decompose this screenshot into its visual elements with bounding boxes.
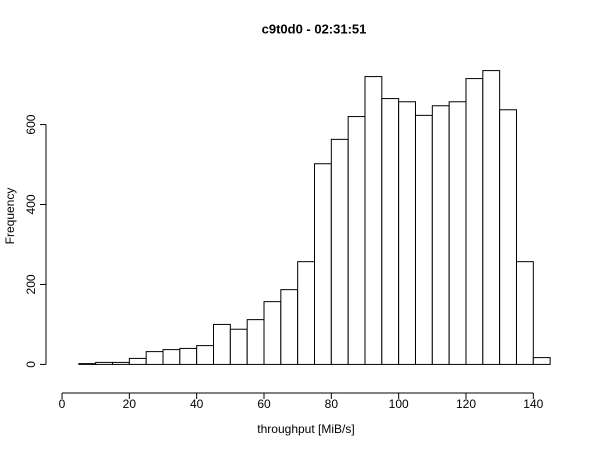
bar <box>314 163 332 365</box>
chart-title: c9t0d0 - 02:31:51 <box>262 21 367 36</box>
x-tick-label: 100 <box>389 397 409 411</box>
bar <box>95 361 114 365</box>
bar <box>280 289 299 365</box>
bar <box>515 261 534 365</box>
y-tick-label: 600 <box>24 114 38 134</box>
y-tick-label: 200 <box>24 274 38 294</box>
bar <box>532 357 551 365</box>
bar <box>431 105 450 365</box>
x-tick-label: 60 <box>257 397 271 411</box>
bar <box>465 78 484 365</box>
x-tick-label: 0 <box>59 397 66 411</box>
bar <box>229 328 248 365</box>
bar <box>128 357 147 365</box>
x-tick-label: 140 <box>523 397 543 411</box>
x-axis-label: throughput [MiB/s] <box>257 422 354 436</box>
bar <box>448 101 467 365</box>
bar <box>364 76 383 365</box>
bar <box>145 351 164 365</box>
bar <box>330 138 349 365</box>
bar <box>381 98 400 365</box>
bar <box>112 361 130 365</box>
bar <box>297 261 316 365</box>
x-tick-label: 80 <box>325 397 339 411</box>
bar <box>196 345 215 365</box>
bar <box>499 109 517 365</box>
bar <box>414 114 433 365</box>
y-tick-label: 0 <box>24 361 38 368</box>
y-tick-label: 400 <box>24 194 38 214</box>
bar <box>78 363 97 365</box>
bar <box>162 349 181 365</box>
bar <box>246 319 265 365</box>
bar <box>347 116 366 365</box>
bar <box>398 101 416 365</box>
bar <box>179 347 198 365</box>
x-tick-label: 20 <box>123 397 137 411</box>
bar <box>213 323 231 365</box>
y-axis-label: Frequency <box>3 188 17 245</box>
x-tick-label: 120 <box>456 397 476 411</box>
x-tick-label: 40 <box>190 397 204 411</box>
bar <box>482 70 501 365</box>
bar <box>263 301 282 365</box>
